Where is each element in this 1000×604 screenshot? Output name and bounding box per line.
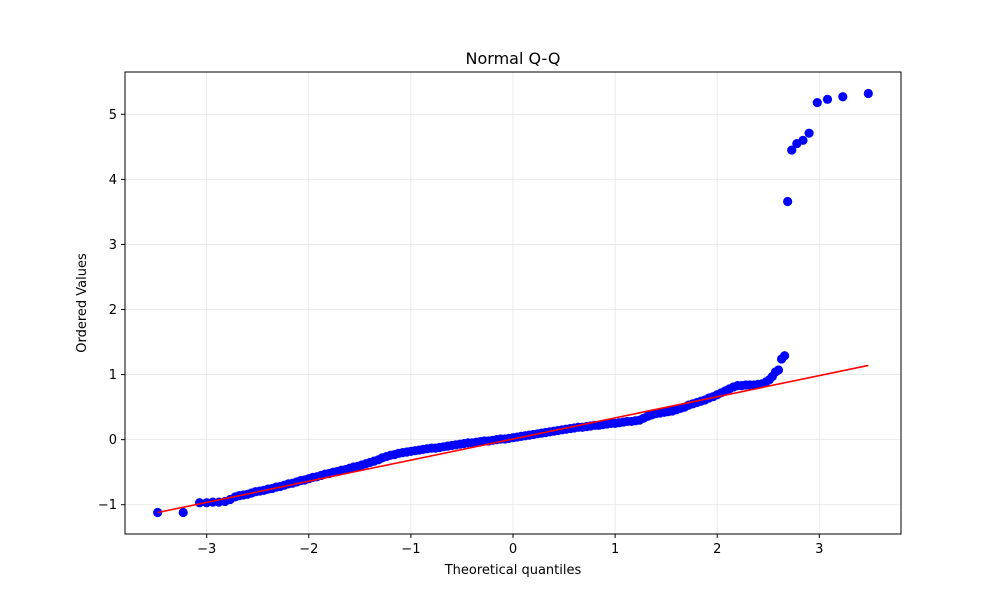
y-axis-ticks: −1 0 1 2 3 4 5 [98, 108, 125, 513]
y-tick-label: 3 [109, 238, 117, 253]
x-tick-label: 0 [509, 542, 517, 557]
data-point [812, 97, 822, 108]
y-tick-label: 2 [109, 303, 117, 318]
data-point [780, 351, 790, 361]
x-axis-ticks: −3 −2 −1 0 1 2 3 [197, 534, 823, 557]
chart-title: Normal Q-Q [466, 49, 561, 68]
x-tick-label: 1 [611, 542, 619, 557]
x-tick-label: −3 [197, 542, 216, 557]
y-tick-label: 1 [109, 368, 117, 383]
y-axis-label: Ordered Values [75, 253, 90, 353]
y-tick-label: 5 [109, 108, 117, 123]
data-point [804, 128, 814, 138]
y-tick-label: 0 [109, 433, 117, 448]
fit-line-group [157, 364, 869, 514]
data-point [773, 365, 784, 375]
data-point [787, 145, 797, 155]
x-tick-label: 2 [713, 542, 721, 557]
data-point [178, 507, 188, 518]
x-tick-label: 3 [815, 542, 823, 557]
fit-line [157, 364, 869, 514]
data-point [822, 94, 833, 104]
y-tick-label: −1 [98, 498, 117, 513]
data-point [863, 88, 873, 99]
data-point [798, 135, 808, 145]
data-point [153, 507, 163, 518]
data-point [838, 92, 848, 102]
y-tick-label: 4 [109, 173, 117, 188]
x-tick-label: −2 [299, 542, 318, 557]
x-axis-label: Theoretical quantiles [444, 563, 582, 578]
x-tick-label: −1 [401, 542, 420, 557]
data-point [783, 196, 793, 207]
